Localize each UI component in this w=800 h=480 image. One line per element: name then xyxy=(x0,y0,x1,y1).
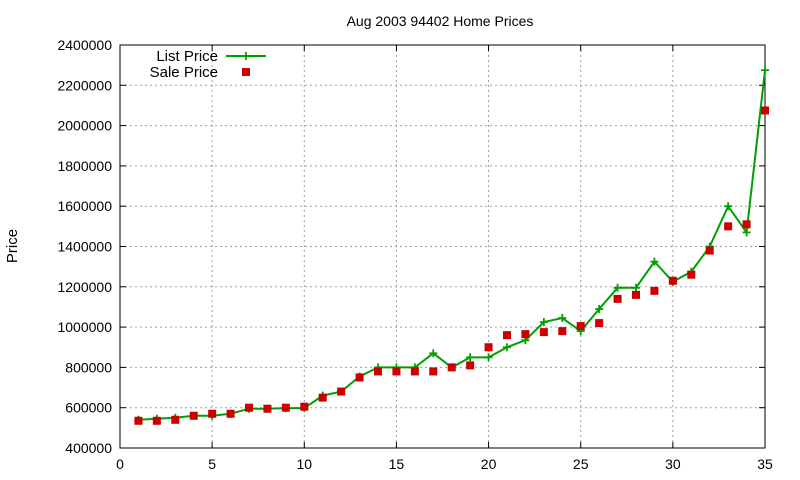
list-price-point xyxy=(632,283,640,292)
list-price-point xyxy=(558,314,567,323)
sale-price-point xyxy=(632,290,640,299)
sale-price-point xyxy=(429,367,438,376)
sale-price-point xyxy=(392,367,401,376)
y-tick-label: 800000 xyxy=(65,359,112,375)
sale-price-point xyxy=(705,246,714,255)
sale-price-point xyxy=(318,393,327,402)
list-price-point xyxy=(742,228,751,237)
sale-price-point xyxy=(152,416,161,425)
sale-price-point xyxy=(558,327,567,336)
sale-price-point xyxy=(374,367,382,376)
list-price-point xyxy=(503,343,511,352)
list-price-point xyxy=(595,304,604,313)
y-axis-label: Price xyxy=(4,229,21,263)
x-tick-label: 25 xyxy=(573,456,589,472)
y-tick-label: 2400000 xyxy=(57,37,112,53)
x-tick-label: 0 xyxy=(116,456,124,472)
sale-price-point xyxy=(245,403,253,412)
legend-plus-marker xyxy=(242,52,250,60)
sale-price-point xyxy=(503,331,511,340)
legend-square-marker xyxy=(242,68,250,76)
sale-price-point xyxy=(539,328,548,337)
sale-price-point xyxy=(724,222,733,231)
y-tick-label: 1000000 xyxy=(57,319,112,335)
legend-label: Sale Price xyxy=(150,64,218,81)
list-price-point xyxy=(539,318,548,327)
sale-price-point xyxy=(613,294,622,303)
list-price-point xyxy=(613,283,622,292)
sale-price-point xyxy=(761,106,769,115)
y-tick-label: 1800000 xyxy=(57,158,112,174)
sale-price-point xyxy=(650,286,659,295)
sale-price-point xyxy=(466,361,475,370)
sale-price-point xyxy=(134,416,143,425)
sale-price-point xyxy=(521,330,530,339)
list-price-point xyxy=(466,353,475,362)
x-tick-label: 20 xyxy=(481,456,497,472)
sale-price-point xyxy=(687,270,696,279)
list-price-point xyxy=(650,257,659,266)
sale-price-point xyxy=(595,319,604,328)
y-tick-label: 1200000 xyxy=(57,279,112,295)
sale-price-point xyxy=(263,404,272,413)
y-tick-label: 400000 xyxy=(65,440,112,456)
sale-price-point xyxy=(576,322,585,331)
sale-price-point xyxy=(447,363,456,372)
axis-tick-labels: 0 5 10 15 20 25 30 35 400000 600000 800000 1000000 1… xyxy=(57,37,773,472)
sale-price-point xyxy=(300,402,309,411)
y-tick-label: 2200000 xyxy=(57,77,112,93)
grid xyxy=(120,45,765,448)
sale-price-point xyxy=(281,403,290,412)
x-tick-label: 5 xyxy=(208,456,216,472)
axis-ticks xyxy=(119,44,766,449)
sale-price-point xyxy=(208,409,217,418)
y-tick-label: 2000000 xyxy=(57,118,112,134)
list-price-point xyxy=(429,349,438,358)
list-price-point xyxy=(761,66,769,75)
sale-price-point xyxy=(410,367,419,376)
series-layer xyxy=(134,66,769,425)
y-tick-label: 1400000 xyxy=(57,239,112,255)
list-price-point xyxy=(484,353,493,362)
x-tick-label: 15 xyxy=(389,456,405,472)
sale-price-point xyxy=(189,411,198,420)
chart-title: Aug 2003 94402 Home Prices xyxy=(347,13,534,29)
sale-price-point xyxy=(484,343,493,352)
sale-price-point xyxy=(355,373,364,382)
legend-label: List Price xyxy=(156,48,218,65)
x-tick-label: 10 xyxy=(296,456,312,472)
sale-price-point xyxy=(742,220,751,229)
list-price-point xyxy=(724,202,733,211)
y-tick-label: 1600000 xyxy=(57,198,112,214)
sale-price-point xyxy=(668,276,677,285)
sale-price-point xyxy=(337,387,346,396)
x-tick-label: 30 xyxy=(665,456,681,472)
sale-price-point xyxy=(226,409,235,418)
sale-price-point xyxy=(171,415,180,424)
x-tick-label: 35 xyxy=(757,456,773,472)
y-tick-label: 600000 xyxy=(65,400,112,416)
